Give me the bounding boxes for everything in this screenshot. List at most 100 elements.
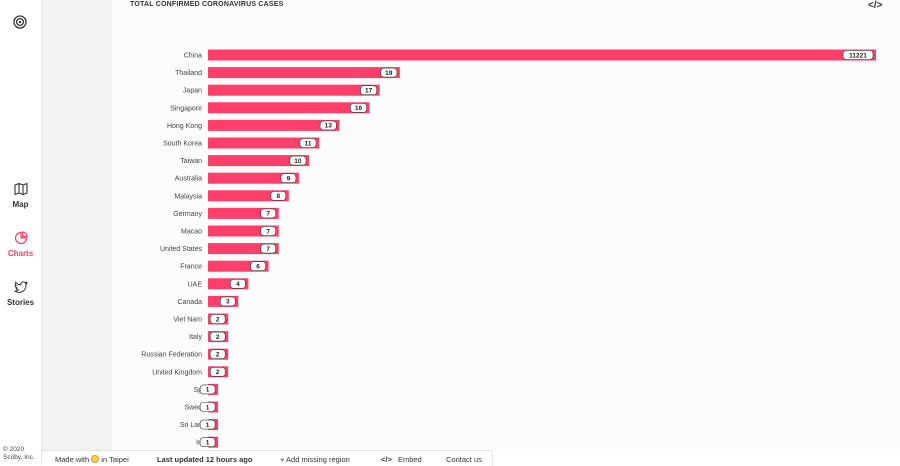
bar[interactable]	[208, 102, 370, 114]
category-label: Singapore	[170, 105, 202, 112]
value-badge	[209, 331, 226, 342]
bar[interactable]	[208, 155, 309, 167]
made-with-label: Made with	[55, 455, 90, 464]
embed-code-icon: </>	[381, 455, 392, 464]
bar[interactable]	[208, 243, 279, 255]
bar[interactable]	[208, 49, 876, 61]
value-label: 1	[206, 440, 210, 447]
embed-label: Embed	[397, 455, 422, 464]
value-badge	[209, 366, 226, 377]
category-label: Swed	[184, 405, 202, 412]
category-label: Japan	[183, 88, 202, 95]
category-label: Australia	[175, 176, 202, 183]
value-badge	[199, 437, 216, 448]
nav-item-label: Map	[12, 200, 29, 209]
value-label: 9	[287, 176, 291, 183]
category-label: Viet Nam	[173, 317, 202, 324]
category-label: Taiwan	[180, 158, 202, 165]
category-label: United States	[160, 246, 203, 253]
value-badge	[289, 155, 307, 166]
value-badge	[209, 349, 226, 360]
bar[interactable]	[208, 119, 340, 131]
bar[interactable]	[208, 137, 320, 149]
value-label: 16	[355, 105, 363, 112]
chart-title: TOTAL CONFIRMED CORONAVIRUS CASES	[130, 1, 284, 8]
value-badge	[280, 173, 297, 183]
copyright: © 2020 Scriby, Inc.	[3, 446, 35, 462]
category-label: Malaysia	[174, 193, 202, 200]
bar[interactable]	[208, 190, 289, 202]
nav-item-label: Charts	[7, 249, 34, 258]
value-label: 11	[305, 140, 312, 147]
value-label: 4	[236, 281, 240, 288]
value-label: 2	[216, 352, 220, 359]
value-badge	[260, 208, 277, 219]
category-label: In	[196, 440, 202, 447]
map-icon	[13, 182, 28, 196]
pie-chart-icon	[14, 231, 28, 245]
contact-us-link[interactable]: Contact us	[446, 455, 482, 464]
category-label: UAE	[188, 281, 203, 288]
category-label: Germany	[173, 211, 202, 218]
bar[interactable]	[208, 260, 269, 272]
copyright-company: Scriby, Inc.	[3, 454, 35, 461]
value-badge	[209, 314, 226, 324]
nav-item-charts[interactable]: Charts	[0, 231, 41, 258]
value-label: 1	[206, 404, 210, 411]
category-label: United Kingdom	[152, 369, 202, 376]
value-label: 1	[206, 422, 210, 429]
made-in-label: in Taipei	[101, 455, 129, 464]
value-badge	[230, 278, 246, 289]
value-label: 2	[216, 334, 220, 341]
value-label: 3	[226, 299, 230, 306]
footer: Made with in Taipei Last updated 12 hour…	[42, 450, 493, 466]
value-label: 7	[266, 228, 270, 235]
bar[interactable]	[208, 207, 279, 219]
value-label: 7	[266, 246, 270, 253]
category-label: South Korea	[163, 141, 202, 148]
value-badge	[380, 67, 398, 78]
bar[interactable]	[208, 225, 279, 237]
category-label: Macao	[181, 229, 202, 236]
category-label: Thailand	[175, 70, 202, 77]
made-with-text: Made with in Taipei	[55, 455, 129, 464]
bar[interactable]	[208, 278, 249, 290]
nav-item-label: Stories	[6, 298, 35, 307]
value-badge	[350, 103, 367, 113]
bar[interactable]	[208, 172, 299, 184]
value-badge	[319, 120, 337, 131]
value-badge	[360, 85, 378, 95]
bar[interactable]	[208, 84, 380, 96]
value-badge	[270, 191, 287, 201]
logo-icon[interactable]	[13, 15, 27, 29]
side-panel	[42, 0, 112, 450]
category-label: Canada	[177, 299, 202, 306]
nav-item-map[interactable]: Map	[0, 182, 41, 209]
left-nav: Map Charts Stories © 2020 Scriby, Inc.	[0, 0, 42, 465]
value-badge	[260, 243, 277, 254]
twitter-icon	[13, 281, 27, 293]
value-badge	[199, 384, 216, 395]
value-label: 10	[294, 158, 302, 165]
embed-code-icon[interactable]: </>	[868, 0, 883, 11]
value-badge	[199, 419, 216, 430]
last-updated: Last updated 12 hours ago	[157, 455, 253, 464]
value-badge	[299, 138, 317, 148]
value-badge	[260, 226, 277, 236]
value-label: 7	[266, 211, 270, 218]
value-badge	[199, 402, 216, 412]
bar[interactable]	[208, 67, 400, 79]
value-label: 2	[216, 316, 220, 323]
add-missing-region-link[interactable]: + Add missing region	[280, 455, 350, 464]
embed-link[interactable]: </> Embed	[381, 455, 422, 464]
category-label: Hong Kong	[167, 123, 202, 130]
category-label: China	[184, 53, 202, 60]
value-label: 17	[365, 88, 373, 95]
value-label: 13	[325, 123, 333, 130]
smile-emoji-icon	[91, 455, 100, 463]
nav-item-stories[interactable]: Stories	[0, 280, 41, 307]
category-label: Russian Federation	[141, 352, 202, 359]
value-badge	[220, 296, 236, 307]
value-label: 8	[276, 193, 280, 200]
value-label: 1	[206, 387, 210, 394]
